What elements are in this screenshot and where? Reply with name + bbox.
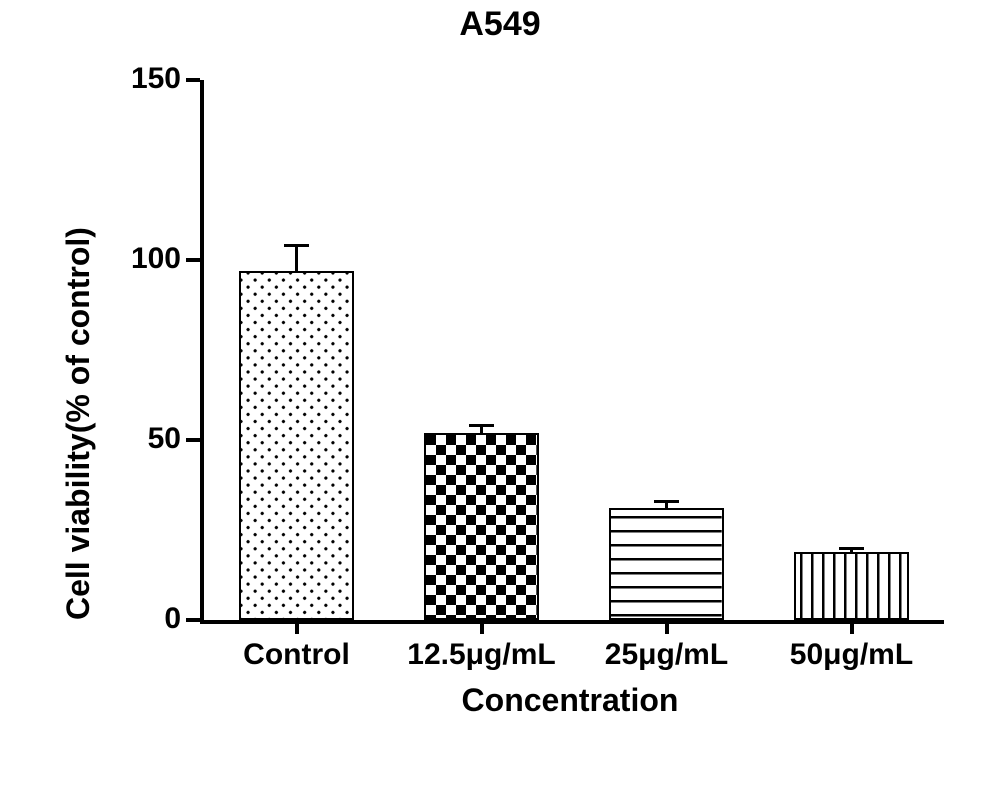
- bar: [609, 508, 724, 620]
- x-tick-label: 25μg/mL: [569, 638, 764, 672]
- x-tick-label: Control: [199, 638, 394, 672]
- x-tick: [295, 620, 299, 634]
- y-tick-label: 50: [91, 422, 181, 456]
- x-tick-label: 50μg/mL: [754, 638, 949, 672]
- x-axis-label: Concentration: [200, 682, 940, 719]
- y-tick-label: 100: [91, 242, 181, 276]
- bar: [239, 271, 354, 620]
- y-tick: [186, 618, 200, 622]
- x-tick: [480, 620, 484, 634]
- bar: [794, 552, 909, 620]
- x-tick: [665, 620, 669, 634]
- y-tick-label: 0: [91, 602, 181, 636]
- y-tick-label: 150: [91, 62, 181, 96]
- chart-title: A549: [0, 5, 1000, 44]
- x-tick: [850, 620, 854, 634]
- error-bar-cap: [839, 547, 864, 550]
- y-tick: [186, 258, 200, 262]
- y-tick: [186, 78, 200, 82]
- error-bar-cap: [469, 424, 494, 427]
- error-bar-stem: [295, 246, 298, 271]
- bar: [424, 433, 539, 620]
- error-bar-cap: [284, 244, 309, 247]
- chart-root: A549 Cell viability(% of control) Concen…: [0, 0, 1000, 787]
- y-tick: [186, 438, 200, 442]
- x-tick-label: 12.5μg/mL: [384, 638, 579, 672]
- error-bar-cap: [654, 500, 679, 503]
